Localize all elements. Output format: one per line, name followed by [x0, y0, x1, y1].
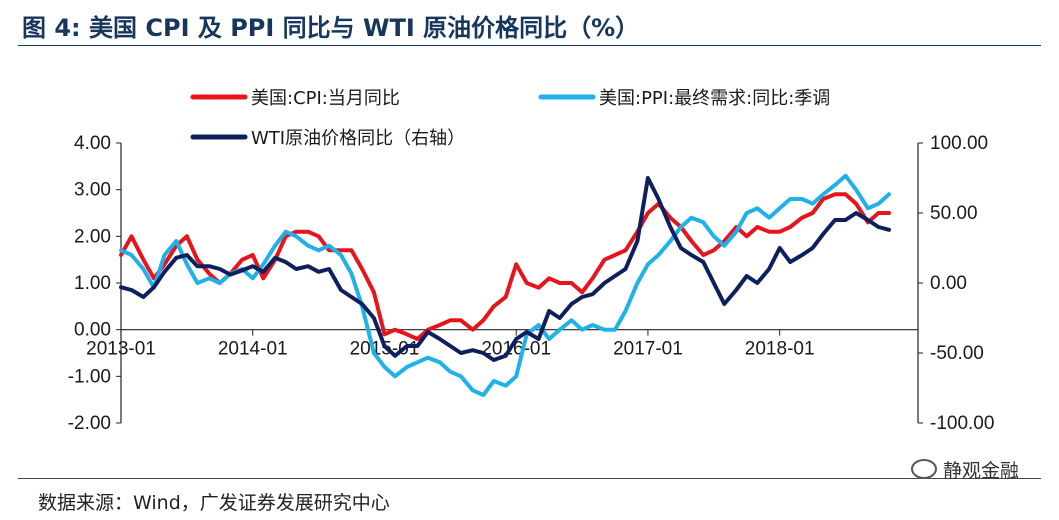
left-tick-label: 4.00 [74, 133, 111, 154]
legend-label-wti: WTI原油价格同比（右轴） [251, 128, 465, 149]
right-tick-label: -100.00 [930, 413, 994, 434]
x-tick-label: 2016-01 [481, 339, 551, 360]
left-tick-label: 2.00 [74, 226, 111, 247]
watermark: 静观金融 [910, 456, 1019, 483]
left-tick-label: 0.00 [74, 320, 111, 341]
x-tick-label: 2014-01 [218, 339, 288, 360]
left-tick-label: 3.00 [74, 180, 111, 201]
x-tick-label: 2015-01 [350, 339, 420, 360]
watermark-text: 静观金融 [942, 460, 1019, 482]
legend: 美国:CPI:当月同比 美国:PPI:最终需求:同比:季调 WTI原油价格同比（右轴… [190, 88, 830, 149]
x-tick-label: 2018-01 [745, 339, 815, 360]
left-tick-label: -2.00 [68, 413, 111, 434]
series-line-wti [119, 176, 891, 362]
wechat-icon [910, 459, 937, 479]
x-tick-label: 2017-01 [613, 339, 683, 360]
series-line-cpi [119, 192, 891, 341]
legend-label-cpi: 美国:CPI:当月同比 [251, 88, 400, 109]
right-tick-label: -50.00 [930, 343, 984, 364]
right-tick-label: 50.00 [930, 203, 978, 224]
legend-label-ppi: 美国:PPI:最终需求:同比:季调 [599, 88, 830, 109]
left-tick-label: -1.00 [68, 366, 111, 387]
source-note: 数据来源：Wind，广发证券发展研究中心 [38, 492, 390, 514]
x-tick-label: 2013-01 [86, 339, 156, 360]
chart-title: 图 4: 美国 CPI 及 PPI 同比与 WTI 原油价格同比（%） [22, 14, 640, 42]
footer-divider [18, 478, 1041, 479]
left-tick-label: 1.00 [74, 273, 111, 294]
axes-layer: 4.00 3.00 2.00 1.00 0.00 -1.00 -2.00 100.00 50.0… [68, 133, 995, 434]
right-tick-label: 100.00 [930, 133, 988, 154]
series-line-ppi [119, 173, 891, 397]
right-tick-label: 0.00 [930, 273, 967, 294]
title-divider [18, 45, 1041, 46]
series-layer [119, 173, 891, 397]
